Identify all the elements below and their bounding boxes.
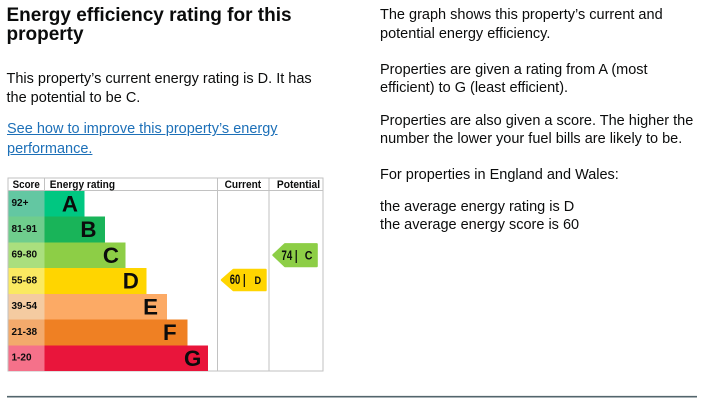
svg-text:39-54: 39-54	[12, 301, 38, 312]
svg-text:C: C	[305, 249, 313, 263]
svg-text:G: G	[184, 346, 201, 371]
svg-text:F: F	[163, 320, 177, 345]
svg-text:1-20: 1-20	[12, 353, 32, 364]
svg-text:55-68: 55-68	[12, 276, 38, 287]
svg-text:E: E	[143, 294, 158, 319]
svg-text:D: D	[255, 275, 262, 287]
svg-text:21-38: 21-38	[12, 327, 38, 338]
svg-text:92+: 92+	[12, 198, 29, 209]
svg-text:Score: Score	[13, 179, 40, 191]
svg-text:Potential: Potential	[277, 179, 320, 191]
svg-text:69-80: 69-80	[12, 250, 38, 261]
svg-text:74 |: 74 |	[282, 248, 298, 263]
svg-text:A: A	[62, 191, 78, 216]
svg-text:D: D	[123, 269, 139, 294]
svg-text:C: C	[103, 243, 119, 268]
svg-text:60 |: 60 |	[230, 272, 246, 287]
svg-text:B: B	[80, 217, 96, 242]
svg-text:Current: Current	[225, 179, 262, 191]
svg-text:81-91: 81-91	[12, 224, 38, 235]
svg-text:Energy rating: Energy rating	[50, 179, 115, 191]
